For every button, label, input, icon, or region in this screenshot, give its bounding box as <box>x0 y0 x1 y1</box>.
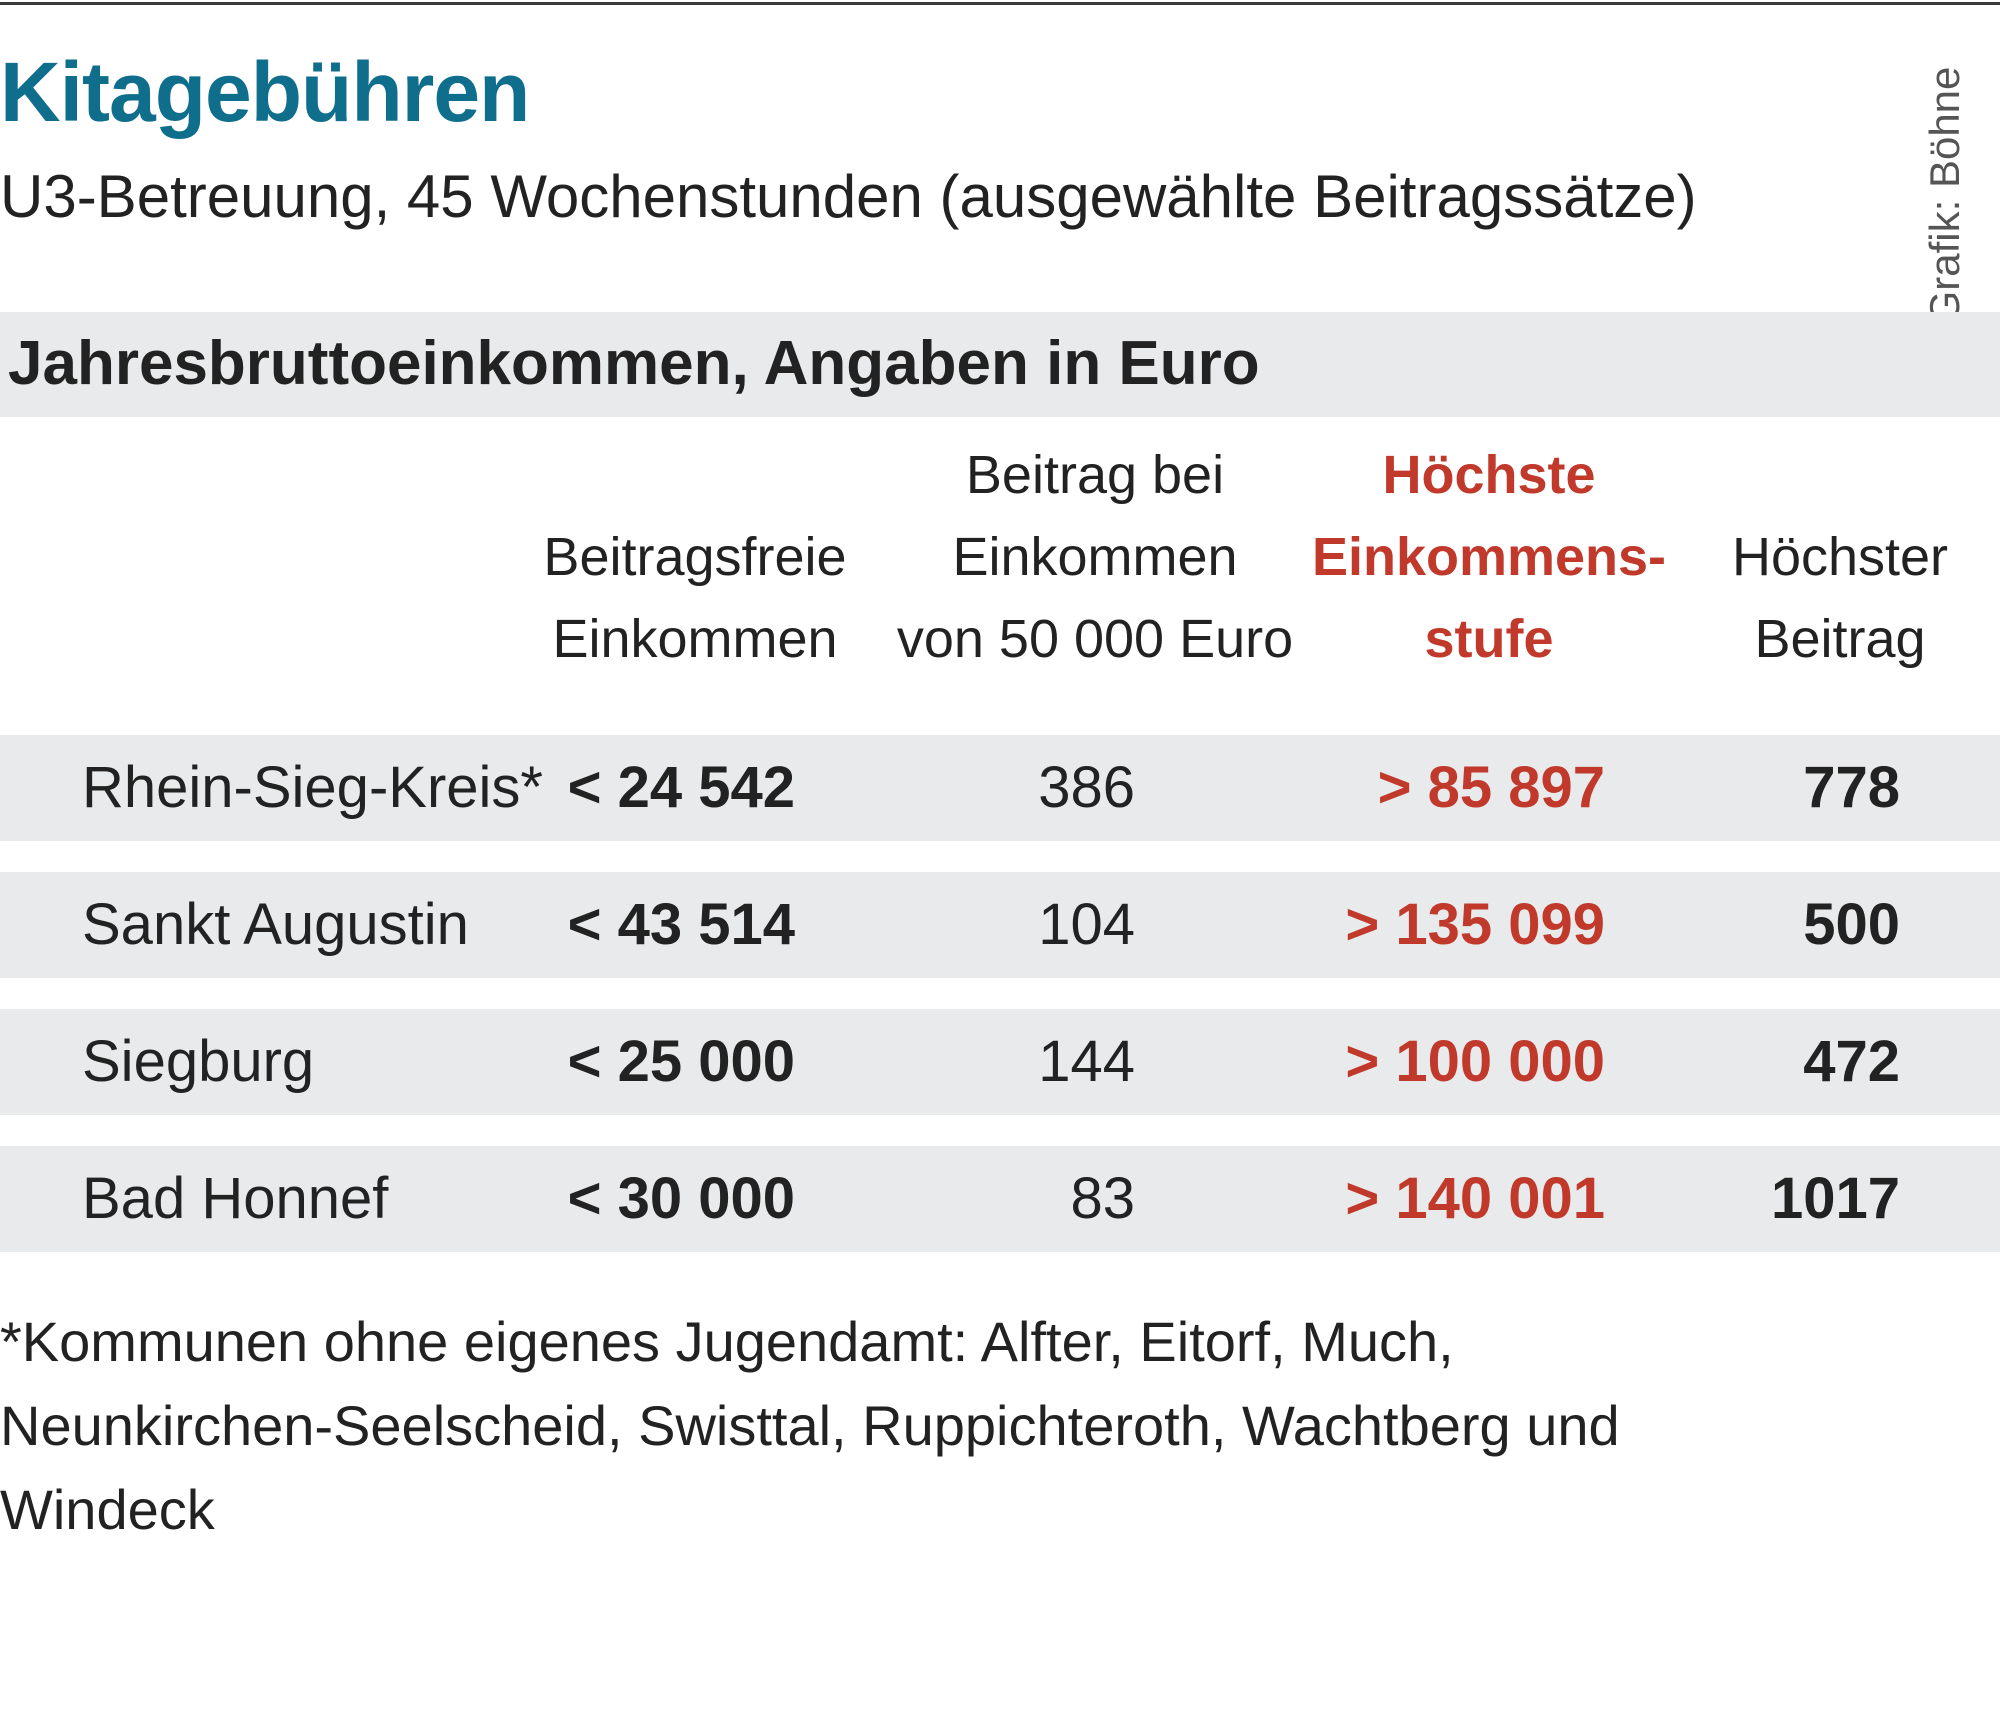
row-top-income: > 140 001 <box>1345 1166 1605 1231</box>
col-head-free-line-1: Beitragsfreie <box>543 527 847 587</box>
row-max-fee: 1017 <box>1770 1166 1900 1231</box>
row-top-income: > 135 099 <box>1345 892 1605 957</box>
row-fee-50000: 83 <box>1070 1166 1135 1231</box>
row-fee-50000: 144 <box>1038 1029 1135 1094</box>
row-top-income: > 85 897 <box>1377 755 1605 820</box>
col-head-top-line-3: stufe <box>1424 609 1554 669</box>
col-head-top: Höchste Einkommens- stufe <box>1289 434 1689 680</box>
row-name: Bad Honnef <box>82 1166 389 1231</box>
table-row: Rhein-Sieg-Kreis* < 24 542 386 > 85 897 … <box>0 735 2000 841</box>
row-max-fee: 472 <box>1803 1029 1900 1094</box>
col-head-max: Höchster Beitrag <box>1695 516 1985 680</box>
col-head-top-line-2: Einkommens- <box>1311 527 1667 587</box>
col-head-max-line-1: Höchster <box>1731 527 1949 587</box>
chart-title: Kitagebühren <box>0 45 530 139</box>
col-head-fee-line-1: Beitrag bei <box>965 445 1225 505</box>
col-head-fee-line-2: Einkommen <box>952 527 1238 587</box>
col-head-free-line-2: Einkommen <box>552 609 838 669</box>
row-top-income: > 100 000 <box>1345 1029 1605 1094</box>
row-name: Sankt Augustin <box>82 892 469 957</box>
row-max-fee: 778 <box>1803 755 1900 820</box>
table-row: Siegburg < 25 000 144 > 100 000 472 <box>0 1009 2000 1115</box>
col-head-max-line-2: Beitrag <box>1754 609 1926 669</box>
footnote: *Kommunen ohne eigenes Jugendamt: Alfter… <box>0 1310 1620 1541</box>
row-max-fee: 500 <box>1803 892 1900 957</box>
section-title: Jahresbruttoeinkommen, Angaben in Euro <box>8 329 1260 398</box>
col-head-free: Beitragsfreie Einkommen <box>505 516 885 680</box>
row-name: Rhein-Sieg-Kreis* <box>82 755 543 820</box>
col-head-top-line-1: Höchste <box>1382 445 1596 505</box>
row-free-income: < 30 000 <box>567 1166 795 1231</box>
row-free-income: < 43 514 <box>567 892 795 957</box>
chart-subtitle: U3-Betreuung, 45 Wochenstunden (ausgewäh… <box>0 163 1697 230</box>
top-rule <box>0 2 2000 5</box>
section-band <box>0 312 2000 417</box>
graphic-credit: Grafik: Böhne <box>1921 66 1968 324</box>
row-name: Siegburg <box>82 1029 315 1094</box>
table-row: Sankt Augustin < 43 514 104 > 135 099 50… <box>0 872 2000 978</box>
col-head-fee: Beitrag bei Einkommen von 50 000 Euro <box>885 434 1305 680</box>
row-fee-50000: 104 <box>1038 892 1135 957</box>
row-fee-50000: 386 <box>1038 755 1135 820</box>
row-free-income: < 25 000 <box>567 1029 795 1094</box>
table-row: Bad Honnef < 30 000 83 > 140 001 1017 <box>0 1146 2000 1252</box>
row-free-income: < 24 542 <box>567 755 795 820</box>
col-head-fee-line-3: von 50 000 Euro <box>896 609 1294 669</box>
